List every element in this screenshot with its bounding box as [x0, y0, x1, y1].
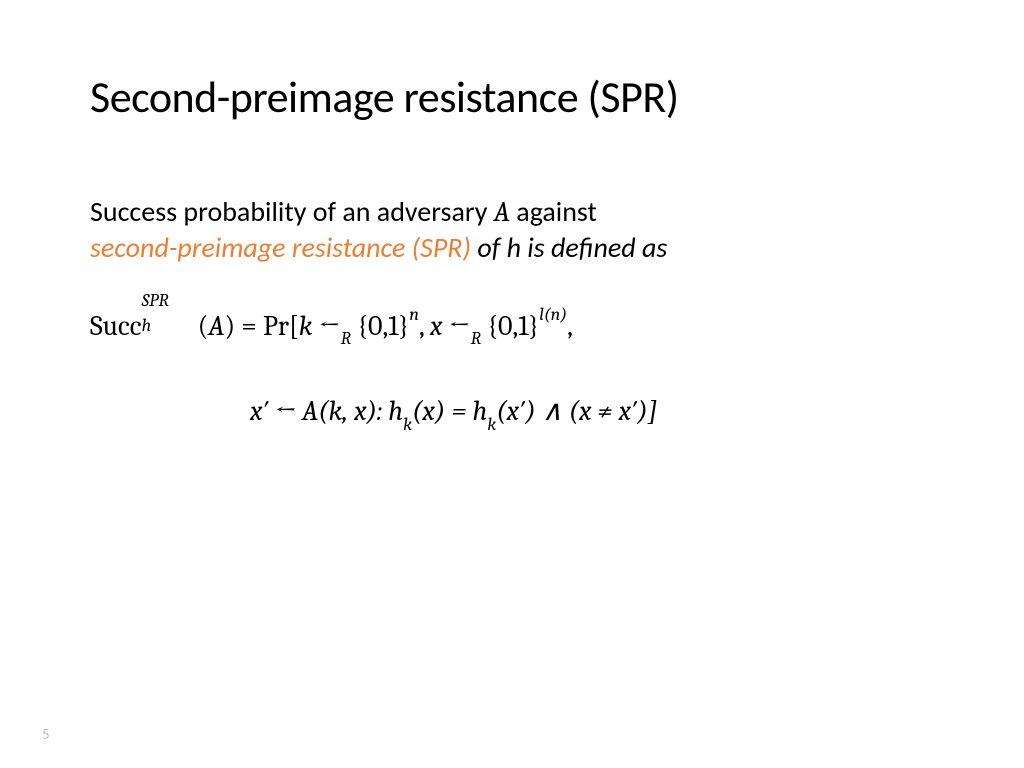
R-sub2: R — [471, 328, 481, 349]
intro-tail: of h is defined as — [471, 230, 667, 265]
formula-line-1: SuccSPRh(A) = Pr[k ←R {0,1}n, x ←R {0,1}… — [90, 307, 934, 347]
comma2: , — [567, 310, 573, 342]
A-sym: A — [208, 310, 224, 342]
spr-term: second-preimage resistance (SPR) — [90, 230, 471, 265]
n-sup: n — [409, 304, 419, 325]
slide: Second-preimage resistance (SPR) Success… — [0, 0, 1024, 768]
tail2: (x′) ∧ (x ≠ x′)] — [496, 395, 657, 427]
arrow1: ← — [313, 310, 341, 342]
intro-pre: Success probability of an adversary — [90, 194, 494, 229]
comma1: , — [419, 310, 430, 342]
mid2: (x) = h — [412, 395, 487, 427]
rparen-eq-pr: ) = Pr[ — [224, 310, 298, 342]
k-sym: k — [299, 310, 313, 342]
k-sub2: k — [487, 414, 496, 435]
succ-sup: SPR — [142, 290, 169, 312]
adversary-symbol: A — [494, 196, 510, 228]
k-sub1: k — [403, 414, 412, 435]
lparen: ( — [198, 310, 209, 342]
x-sym: x — [430, 310, 443, 342]
ln-sup: l(n) — [539, 304, 567, 325]
line2-lead: x′ ← A(k, x): h — [250, 395, 403, 427]
formula-line-2: x′ ← A(k, x): hk(x) = hk(x′) ∧ (x ≠ x′)] — [250, 395, 934, 432]
set1: {0,1} — [357, 310, 409, 342]
succ-text: Succ — [90, 310, 142, 342]
arrow2: ← — [443, 310, 471, 342]
set2: {0,1} — [487, 310, 539, 342]
succ-supsub: SPRh — [142, 307, 198, 335]
intro-mid: against — [510, 194, 597, 229]
intro-paragraph: Success probability of an adversary A ag… — [90, 194, 934, 267]
succ-sub: h — [142, 315, 152, 337]
R-sub1: R — [341, 328, 351, 349]
page-number: 5 — [42, 726, 50, 744]
slide-title: Second-preimage resistance (SPR) — [90, 70, 934, 124]
